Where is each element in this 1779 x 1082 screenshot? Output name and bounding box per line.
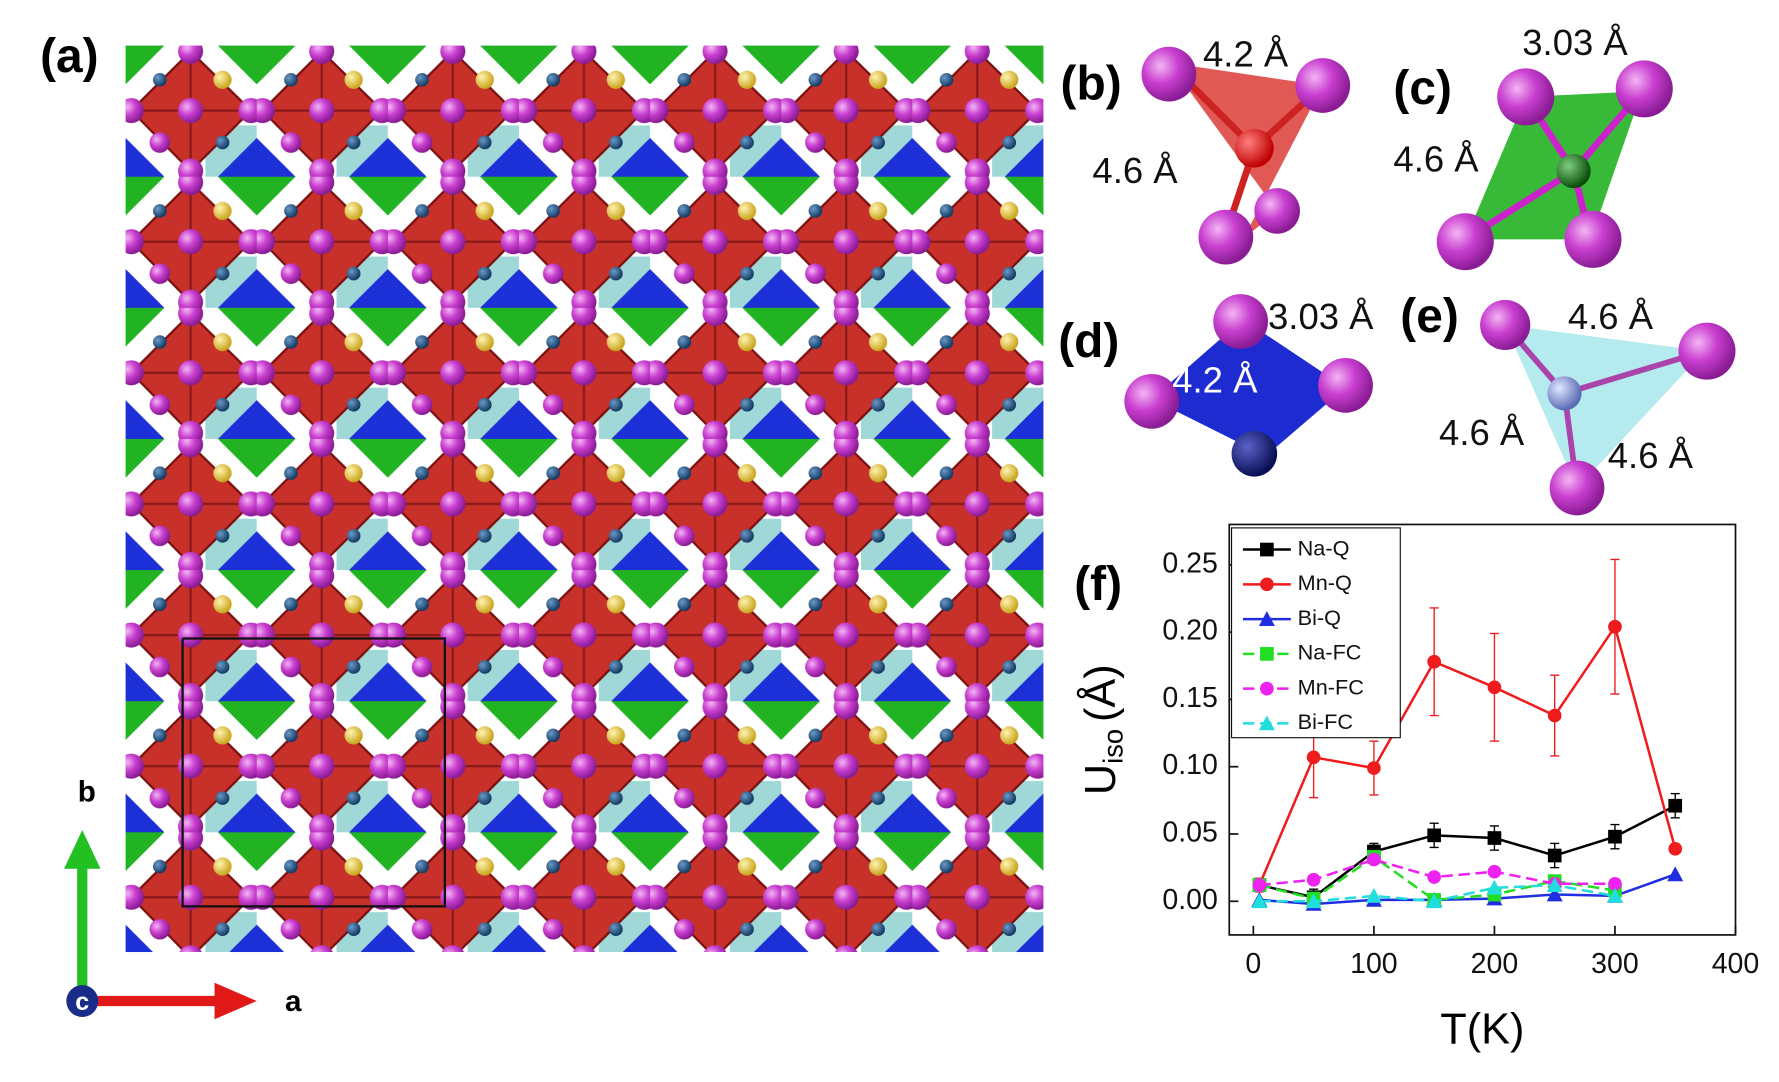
panel-label: (e): [1400, 290, 1459, 343]
marker: [1486, 879, 1503, 895]
marker: [1367, 852, 1381, 867]
marker: [1668, 841, 1683, 856]
marker: [1608, 829, 1622, 844]
y-tick-label: 0.25: [1162, 547, 1217, 579]
marker: [1258, 715, 1275, 731]
series-line: [1259, 804, 1676, 899]
y-label-sub: iso: [1097, 729, 1128, 764]
x-tick-label: 400: [1712, 948, 1760, 980]
distance-label: 3.03 Å: [1268, 296, 1374, 337]
y-tick-label: 0.15: [1162, 682, 1217, 714]
axis-label: c: [75, 988, 89, 1016]
marker: [1306, 750, 1321, 765]
y-tick-label: 0.00: [1162, 884, 1217, 916]
marker: [1547, 708, 1562, 723]
marker: [1547, 848, 1562, 863]
y-label-unit: (Å): [1077, 664, 1125, 722]
x-axis-label: T(K): [1440, 1005, 1524, 1053]
legend-label: Mn-Q: [1298, 570, 1352, 595]
marker: [1487, 831, 1502, 845]
panel-label: (c): [1393, 62, 1452, 115]
marker: [1487, 864, 1502, 879]
panel-label: (d): [1058, 315, 1119, 368]
marker: [1252, 878, 1267, 892]
y-label-main: U: [1077, 764, 1125, 795]
marker: [1426, 893, 1443, 909]
a-arrowhead: [214, 982, 257, 1020]
distance-label: 4.6 Å: [1568, 296, 1654, 337]
distance-label: 4.6 Å: [1439, 412, 1525, 453]
marker: [1305, 893, 1322, 909]
y-tick-label: 0.10: [1162, 749, 1217, 781]
marker: [1427, 870, 1442, 884]
marker: [1427, 654, 1442, 669]
plot: 0 100 200 300 400 0.00 0.05 0.10 0.15 0.20 0.25 Na-…: [1162, 527, 1760, 980]
marker: [1260, 542, 1274, 557]
marker: [1546, 886, 1563, 902]
distance-label: 3.03 Å: [1522, 22, 1628, 63]
x-tick-label: 300: [1591, 948, 1639, 980]
x-tick-label: 100: [1350, 948, 1398, 980]
panel-label: (f): [1074, 558, 1122, 611]
series-line: [1259, 873, 1676, 906]
polyhedron-e: [1480, 299, 1736, 516]
legend: Na-Q Mn-Q Bi-Q Na-FC Mn-FC Bi-FC: [1230, 527, 1401, 739]
marker: [1427, 828, 1442, 843]
distance-label: 4.2 Å: [1203, 34, 1289, 75]
polyhedron-b: [1141, 46, 1351, 265]
marker: [1258, 611, 1275, 626]
distance-label: 4.6 Å: [1092, 150, 1178, 191]
axis-label: b: [78, 775, 96, 808]
y-axis-label: Uiso (Å): [1077, 664, 1128, 795]
marker: [1260, 681, 1274, 696]
legend-label: Na-FC: [1298, 640, 1362, 665]
y-tick-label: 0.05: [1162, 817, 1217, 849]
plot-frame: [1228, 523, 1737, 936]
b-arrowhead: [64, 830, 101, 869]
x-tick-label: 0: [1245, 948, 1261, 980]
marker: [1546, 877, 1563, 892]
polyhedron-d: [1124, 294, 1373, 477]
distance-label: 4.2 Å: [1172, 360, 1258, 401]
marker: [1251, 893, 1268, 909]
marker: [1667, 866, 1684, 882]
unit-cell: [181, 637, 446, 908]
distance-label: 4.6 Å: [1393, 139, 1479, 180]
panel-label: (b): [1061, 57, 1122, 110]
legend-label: Bi-Q: [1298, 605, 1341, 630]
legend-label: Mn-FC: [1298, 674, 1364, 699]
legend-label: Bi-FC: [1298, 709, 1353, 734]
series-line: [1258, 623, 1677, 886]
c-axis: [66, 985, 99, 1018]
crystal-structure: [125, 45, 1044, 953]
distance-label: 4.6 Å: [1608, 435, 1694, 476]
polyhedron-c: [1436, 60, 1673, 271]
legend-box: [1230, 527, 1401, 739]
marker: [1306, 872, 1321, 887]
axis-triad: b a c: [64, 775, 302, 1020]
axis-label: a: [285, 985, 302, 1018]
legend-label: Na-Q: [1298, 535, 1350, 560]
y-tick-label: 0.20: [1162, 615, 1217, 647]
marker: [1606, 887, 1623, 903]
marker: [1608, 876, 1622, 891]
marker: [1260, 647, 1274, 661]
marker: [1668, 798, 1683, 813]
marker: [1260, 577, 1274, 592]
marker: [1487, 680, 1502, 695]
marker: [1608, 619, 1622, 634]
marker: [1365, 887, 1382, 903]
x-tick-label: 200: [1471, 948, 1519, 980]
panel-label: (a): [40, 30, 99, 83]
marker: [1367, 761, 1381, 775]
